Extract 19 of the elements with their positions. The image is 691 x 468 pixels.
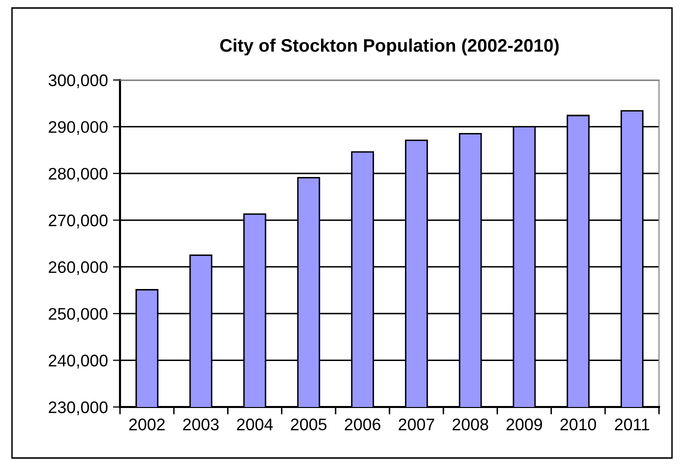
x-tick-label: 2005 xyxy=(290,418,326,430)
y-tick-label: 290,000 xyxy=(48,121,108,135)
x-tick-label: 2006 xyxy=(344,418,380,430)
x-tick-label: 2010 xyxy=(560,418,596,430)
x-tick-label: 2003 xyxy=(183,418,219,430)
x-tick-label: 2004 xyxy=(237,418,273,430)
y-tick-label: 280,000 xyxy=(48,168,108,182)
y-tick-label: 300,000 xyxy=(48,74,108,88)
y-tick-label: 230,000 xyxy=(48,401,108,416)
y-tick-label: 250,000 xyxy=(48,308,108,322)
x-tick-label: 2011 xyxy=(614,418,650,430)
chart-title: City of Stockton Population (2002-2010) xyxy=(220,38,559,56)
x-tick-label: 2008 xyxy=(452,418,488,430)
x-tick-label: 2009 xyxy=(506,418,542,430)
x-tick-label: 2002 xyxy=(129,418,165,430)
y-tick-label: 270,000 xyxy=(48,214,108,228)
x-tick-label: 2007 xyxy=(398,418,434,430)
y-tick-label: 260,000 xyxy=(48,261,108,276)
y-tick-label: 240,000 xyxy=(48,354,108,368)
